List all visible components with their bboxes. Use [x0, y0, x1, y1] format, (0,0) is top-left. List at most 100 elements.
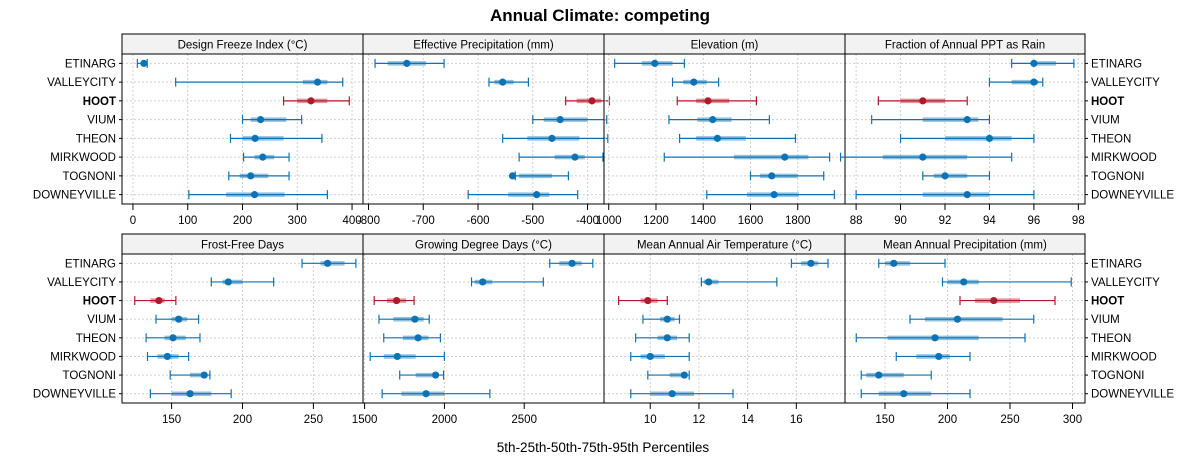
x-tick-label: 250 — [1000, 414, 1019, 426]
median-point — [919, 153, 927, 161]
median-point — [155, 296, 163, 305]
x-tick-label: 200 — [938, 414, 957, 426]
row-label-vium: VIUM — [87, 314, 116, 326]
x-tick-label: 300 — [288, 215, 307, 227]
median-point — [768, 172, 776, 180]
dot-range-hoot — [618, 296, 668, 306]
row-label-valleycity: VALLEYCITY — [47, 277, 116, 289]
median-point — [323, 259, 332, 267]
median-point — [1030, 59, 1038, 67]
dot-range-etinarg — [549, 258, 594, 268]
dot-range-hoot — [565, 96, 611, 106]
dot-range-downeyville — [467, 190, 579, 200]
median-point — [259, 153, 267, 161]
row-label-vium: VIUM — [87, 115, 116, 127]
median-point — [713, 134, 722, 142]
dot-range-etinarg — [374, 58, 445, 68]
median-point — [140, 59, 148, 67]
dot-range-etinarg — [878, 258, 946, 268]
dot-range-valleycity — [210, 277, 275, 287]
x-tick-label: 94 — [983, 215, 996, 227]
panel-frame — [603, 253, 846, 404]
dot-range-tognoni — [860, 370, 932, 380]
dot-range-vium — [155, 314, 200, 324]
panel-frame — [844, 253, 1086, 404]
median-point — [646, 352, 654, 361]
x-tick-label: 200 — [233, 414, 252, 426]
panels: Design Freeze Index (°C) 0 100 200 300 400 ETI… — [33, 33, 1174, 426]
x-tick-label: 1800 — [785, 215, 811, 227]
x-tick-label: 1400 — [690, 215, 716, 227]
median-point — [250, 191, 259, 199]
panel-growing-degree-days-c: Growing Degree Days (°C) 1500 2000 2500 — [352, 233, 605, 426]
x-tick-label: 150 — [162, 414, 181, 426]
dot-range-hoot — [282, 96, 350, 106]
dot-range-theon — [502, 133, 609, 143]
panel-frame — [362, 253, 605, 404]
panel-title: Fraction of Annual PPT as Rain — [885, 40, 1045, 52]
median-point — [163, 352, 171, 361]
dot-range-valleycity — [470, 277, 544, 287]
median-point — [807, 259, 815, 267]
x-tick-label: -500 — [521, 215, 544, 227]
median-point — [690, 78, 698, 86]
dot-range-valleycity — [941, 277, 1072, 287]
median-point — [508, 172, 517, 180]
median-point — [186, 390, 194, 398]
dot-range-hoot — [877, 96, 968, 106]
dot-range-hoot — [373, 296, 415, 306]
row-label-downeyville: DOWNEYVILLE — [1091, 190, 1174, 202]
median-point — [499, 78, 507, 86]
dot-range-tognoni — [922, 171, 991, 181]
median-point — [668, 390, 676, 398]
median-point — [548, 134, 556, 142]
dot-range-hoot — [134, 296, 177, 306]
x-tick-label: 100 — [178, 215, 197, 227]
dot-range-etinarg — [301, 258, 357, 268]
row-label-tognoni: TOGNONI — [1091, 171, 1144, 183]
dot-range-tognoni — [169, 370, 211, 380]
row-label-tognoni: TOGNONI — [63, 370, 116, 382]
dot-range-vium — [378, 314, 430, 324]
panel-elevation-m: Elevation (m) 1000 1200 1400 1600 1800 — [596, 33, 846, 227]
panel-title: Mean Annual Precipitation (mm) — [883, 240, 1047, 252]
x-tick-label: 200 — [233, 215, 252, 227]
dot-range-tognoni — [749, 171, 825, 181]
median-point — [935, 352, 943, 361]
dot-range-downeyville — [149, 389, 232, 399]
median-point — [571, 153, 579, 161]
dot-range-vium — [668, 115, 770, 125]
dot-range-downeyville — [855, 190, 1035, 200]
median-point — [960, 278, 968, 286]
median-point — [680, 371, 688, 379]
median-point — [963, 191, 971, 199]
row-label-theon: THEON — [1091, 133, 1131, 145]
x-tick-label: 2500 — [511, 414, 537, 426]
median-point — [705, 278, 713, 286]
median-point — [931, 334, 939, 342]
median-point — [990, 296, 998, 305]
row-label-hoot: HOOT — [83, 296, 116, 308]
dot-range-tognoni — [647, 370, 690, 380]
x-tick-label: 300 — [1063, 414, 1082, 426]
panel-frame — [121, 253, 364, 404]
dot-range-tognoni — [228, 171, 290, 181]
dot-range-theon — [145, 333, 201, 343]
dot-range-vium — [532, 115, 608, 125]
x-axis-label: 5th-25th-50th-75th-95th Percentiles — [497, 440, 710, 455]
dot-range-hoot — [959, 296, 1056, 306]
median-point — [169, 334, 177, 342]
x-tick-label: 10 — [644, 414, 657, 426]
x-tick-label: 14 — [741, 414, 754, 426]
median-point — [941, 172, 949, 180]
x-tick-label: -400 — [576, 215, 599, 227]
median-point — [1030, 78, 1038, 86]
row-label-mirkwood: MIRKWOOD — [50, 351, 116, 363]
median-point — [224, 278, 232, 286]
row-label-etinarg: ETINARG — [1091, 58, 1142, 70]
dot-range-theon — [229, 133, 323, 143]
median-point — [963, 116, 971, 124]
dot-range-theon — [899, 133, 1035, 143]
x-tick-label: 98 — [1072, 215, 1085, 227]
